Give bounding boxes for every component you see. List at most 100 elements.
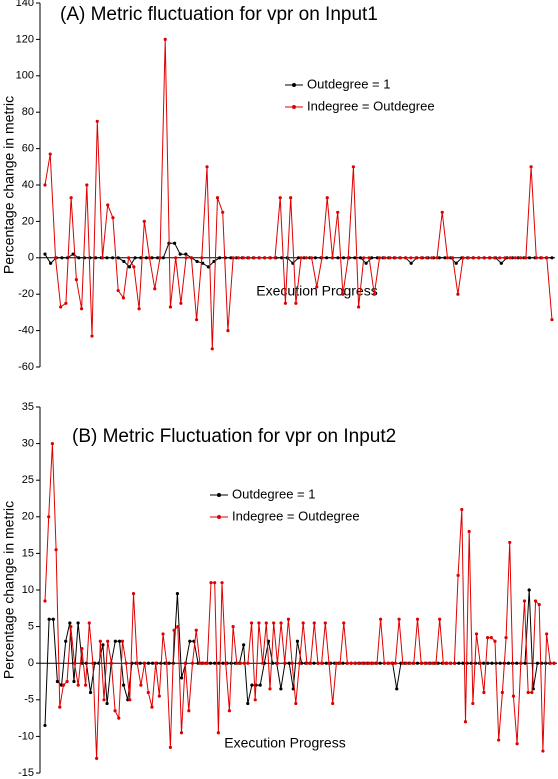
point [445, 256, 450, 260]
point [200, 256, 204, 260]
point [278, 196, 282, 200]
point [550, 318, 554, 322]
point [213, 581, 217, 585]
point [273, 256, 277, 260]
point [383, 256, 387, 260]
point [367, 661, 372, 665]
point [390, 661, 394, 665]
point [437, 256, 441, 260]
point [527, 588, 531, 592]
point [138, 661, 142, 665]
point [474, 632, 479, 636]
point [308, 661, 313, 665]
legend-marker [217, 493, 221, 497]
point [487, 256, 491, 260]
y-axis-label: Percentage change in metric [1, 501, 17, 679]
point [220, 581, 224, 585]
point [486, 661, 490, 665]
point [94, 256, 98, 260]
point [415, 661, 420, 665]
point [342, 621, 346, 625]
y-tick-label: 100 [16, 70, 34, 82]
point [419, 256, 423, 260]
point [351, 165, 355, 169]
point [440, 210, 444, 214]
point [262, 256, 267, 260]
point [523, 661, 527, 665]
point [316, 661, 320, 665]
point [188, 639, 192, 643]
point [336, 256, 340, 260]
point [456, 292, 460, 296]
y-tick-label: -5 [24, 694, 34, 706]
series-line [44, 242, 552, 268]
point [127, 256, 131, 260]
point [358, 256, 363, 260]
point [526, 690, 530, 695]
point [176, 625, 180, 629]
point [60, 256, 64, 260]
point [161, 256, 165, 260]
point [195, 259, 199, 264]
point [72, 679, 76, 684]
point [401, 661, 405, 665]
point [194, 628, 198, 632]
point [146, 661, 151, 665]
point [323, 621, 327, 625]
point [295, 639, 300, 643]
point [139, 256, 143, 260]
point [184, 252, 188, 256]
point [54, 548, 58, 552]
point [513, 256, 518, 260]
point [435, 256, 439, 260]
point [131, 592, 136, 596]
point [471, 701, 475, 706]
point [223, 256, 227, 260]
point [221, 661, 225, 665]
point [117, 639, 122, 643]
point [395, 687, 399, 691]
point [268, 256, 272, 260]
point [205, 165, 209, 169]
point [362, 256, 366, 260]
point [43, 723, 47, 728]
point [530, 690, 534, 695]
point [364, 261, 368, 265]
point [48, 152, 52, 156]
point [69, 196, 73, 200]
point [364, 661, 368, 665]
point [121, 296, 126, 300]
point [246, 661, 250, 665]
point [393, 661, 397, 665]
point [460, 507, 464, 512]
point [471, 256, 476, 260]
point [76, 683, 80, 687]
point [499, 261, 503, 265]
point [261, 661, 265, 665]
point [105, 256, 109, 260]
point [109, 661, 113, 665]
legend-marker [292, 105, 296, 109]
point [218, 256, 222, 260]
point [404, 256, 408, 260]
y-tick-label: -40 [18, 325, 34, 337]
point [336, 210, 340, 214]
point [79, 307, 84, 311]
point [312, 661, 316, 665]
point [215, 196, 220, 200]
point [221, 210, 225, 214]
point [124, 661, 128, 665]
point [461, 256, 465, 260]
point [209, 581, 213, 585]
point [194, 318, 199, 322]
point [515, 661, 519, 665]
point [80, 646, 84, 651]
y-tick-label: 60 [22, 143, 34, 155]
point [47, 617, 51, 621]
point [198, 661, 202, 665]
point [116, 288, 120, 293]
point [59, 305, 63, 309]
point [224, 661, 228, 665]
point [101, 643, 105, 647]
point [534, 256, 538, 260]
